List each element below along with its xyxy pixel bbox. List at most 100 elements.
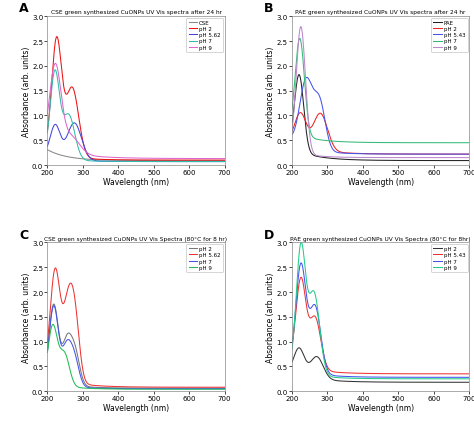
X-axis label: Wavelength (nm): Wavelength (nm) [103, 177, 169, 186]
pH 9 [186, 157, 192, 162]
pH 7 [297, 37, 303, 42]
pH 9 [63, 120, 69, 126]
Legend: PAE, pH 2, pH 5.43, pH 7, pH 9: PAE, pH 2, pH 5.43, pH 7, pH 9 [431, 19, 467, 52]
pH 7 [431, 375, 437, 380]
pH 7 [123, 160, 128, 165]
pH 9 [222, 157, 228, 162]
pH 2 [431, 152, 437, 157]
pH 2 [51, 302, 56, 307]
PAE [466, 159, 472, 164]
pH 2 [289, 360, 295, 365]
Line: PAE: PAE [292, 75, 469, 161]
CSE [186, 159, 191, 164]
pH 2 [361, 152, 367, 157]
pH 7 [222, 160, 228, 165]
pH 5.62 [166, 385, 172, 390]
pH 9 [411, 156, 417, 161]
pH 2 [367, 379, 373, 384]
pH 5.43 [466, 372, 472, 377]
pH 9 [289, 129, 295, 134]
pH 7 [411, 141, 417, 146]
pH 7 [52, 68, 58, 73]
pH 7 [367, 141, 373, 146]
pH 9 [361, 376, 367, 381]
pH 5.62 [186, 385, 192, 390]
pH 2 [411, 152, 417, 157]
pH 9 [123, 156, 128, 161]
Title: PAE green synthesized CuONPs UV Vis Spectra (80°C for 8hr): PAE green synthesized CuONPs UV Vis Spec… [290, 236, 471, 241]
Line: pH 7: pH 7 [47, 71, 225, 162]
pH 9 [298, 25, 304, 30]
Title: PAE green synthesized CuONPs UV Vis spectra after 24 hr: PAE green synthesized CuONPs UV Vis spec… [295, 10, 466, 15]
pH 2 [45, 129, 50, 134]
pH 5.43 [304, 76, 310, 81]
pH 5.62 [45, 340, 50, 345]
pH 2 [308, 359, 313, 365]
Text: A: A [19, 2, 28, 15]
pH 2 [117, 158, 122, 163]
pH 9 [186, 387, 192, 392]
pH 2 [308, 126, 313, 131]
Y-axis label: Absorbance (arb. units): Absorbance (arb. units) [266, 272, 275, 362]
pH 5.62 [117, 160, 122, 165]
pH 7 [466, 375, 472, 380]
pH 9 [53, 61, 58, 67]
pH 2 [63, 92, 69, 97]
Line: pH 7: pH 7 [292, 40, 469, 143]
Line: pH 7: pH 7 [292, 263, 469, 378]
pH 2 [411, 380, 417, 385]
pH 7 [411, 375, 417, 380]
pH 5.62 [123, 160, 128, 165]
Line: pH 2: pH 2 [292, 348, 469, 382]
pH 2 [123, 386, 128, 391]
pH 9 [63, 352, 69, 357]
PAE [361, 158, 367, 163]
pH 7 [431, 141, 437, 146]
pH 7 [298, 261, 304, 266]
Y-axis label: Absorbance (arb. units): Absorbance (arb. units) [22, 272, 31, 362]
Legend: pH 2, pH 5.43, pH 7, pH 9: pH 2, pH 5.43, pH 7, pH 9 [431, 245, 467, 272]
Text: C: C [19, 228, 28, 241]
Line: pH 9: pH 9 [292, 243, 469, 379]
pH 9 [466, 376, 472, 381]
pH 2 [466, 152, 472, 157]
pH 9 [431, 376, 437, 381]
pH 9 [166, 157, 172, 162]
PAE [289, 123, 295, 128]
pH 7 [117, 160, 122, 165]
pH 5.43 [466, 152, 472, 157]
Line: pH 5.43: pH 5.43 [292, 78, 469, 155]
Line: pH 9: pH 9 [47, 325, 225, 389]
Line: CSE: CSE [47, 150, 225, 161]
pH 9 [117, 387, 122, 392]
pH 5.43 [289, 343, 295, 348]
pH 9 [45, 112, 50, 117]
pH 9 [428, 156, 433, 161]
CSE [123, 158, 128, 163]
pH 9 [166, 387, 172, 392]
pH 5.43 [428, 152, 433, 157]
pH 9 [466, 156, 472, 161]
pH 7 [289, 343, 295, 348]
pH 5.62 [63, 295, 69, 301]
pH 7 [166, 160, 172, 165]
pH 9 [183, 387, 189, 392]
pH 5.43 [308, 80, 313, 86]
pH 5.43 [428, 372, 433, 377]
pH 5.43 [431, 152, 437, 157]
pH 7 [186, 386, 192, 391]
pH 2 [428, 152, 433, 157]
pH 2 [466, 380, 472, 385]
pH 9 [298, 240, 304, 246]
pH 5.43 [308, 316, 313, 321]
pH 9 [45, 350, 50, 355]
pH 9 [289, 347, 295, 352]
pH 7 [183, 386, 189, 391]
Line: pH 5.62: pH 5.62 [47, 123, 225, 162]
pH 7 [289, 107, 295, 112]
pH 9 [308, 291, 313, 296]
PAE [308, 149, 313, 154]
pH 7 [51, 304, 56, 309]
pH 9 [183, 157, 189, 162]
pH 9 [308, 137, 313, 142]
